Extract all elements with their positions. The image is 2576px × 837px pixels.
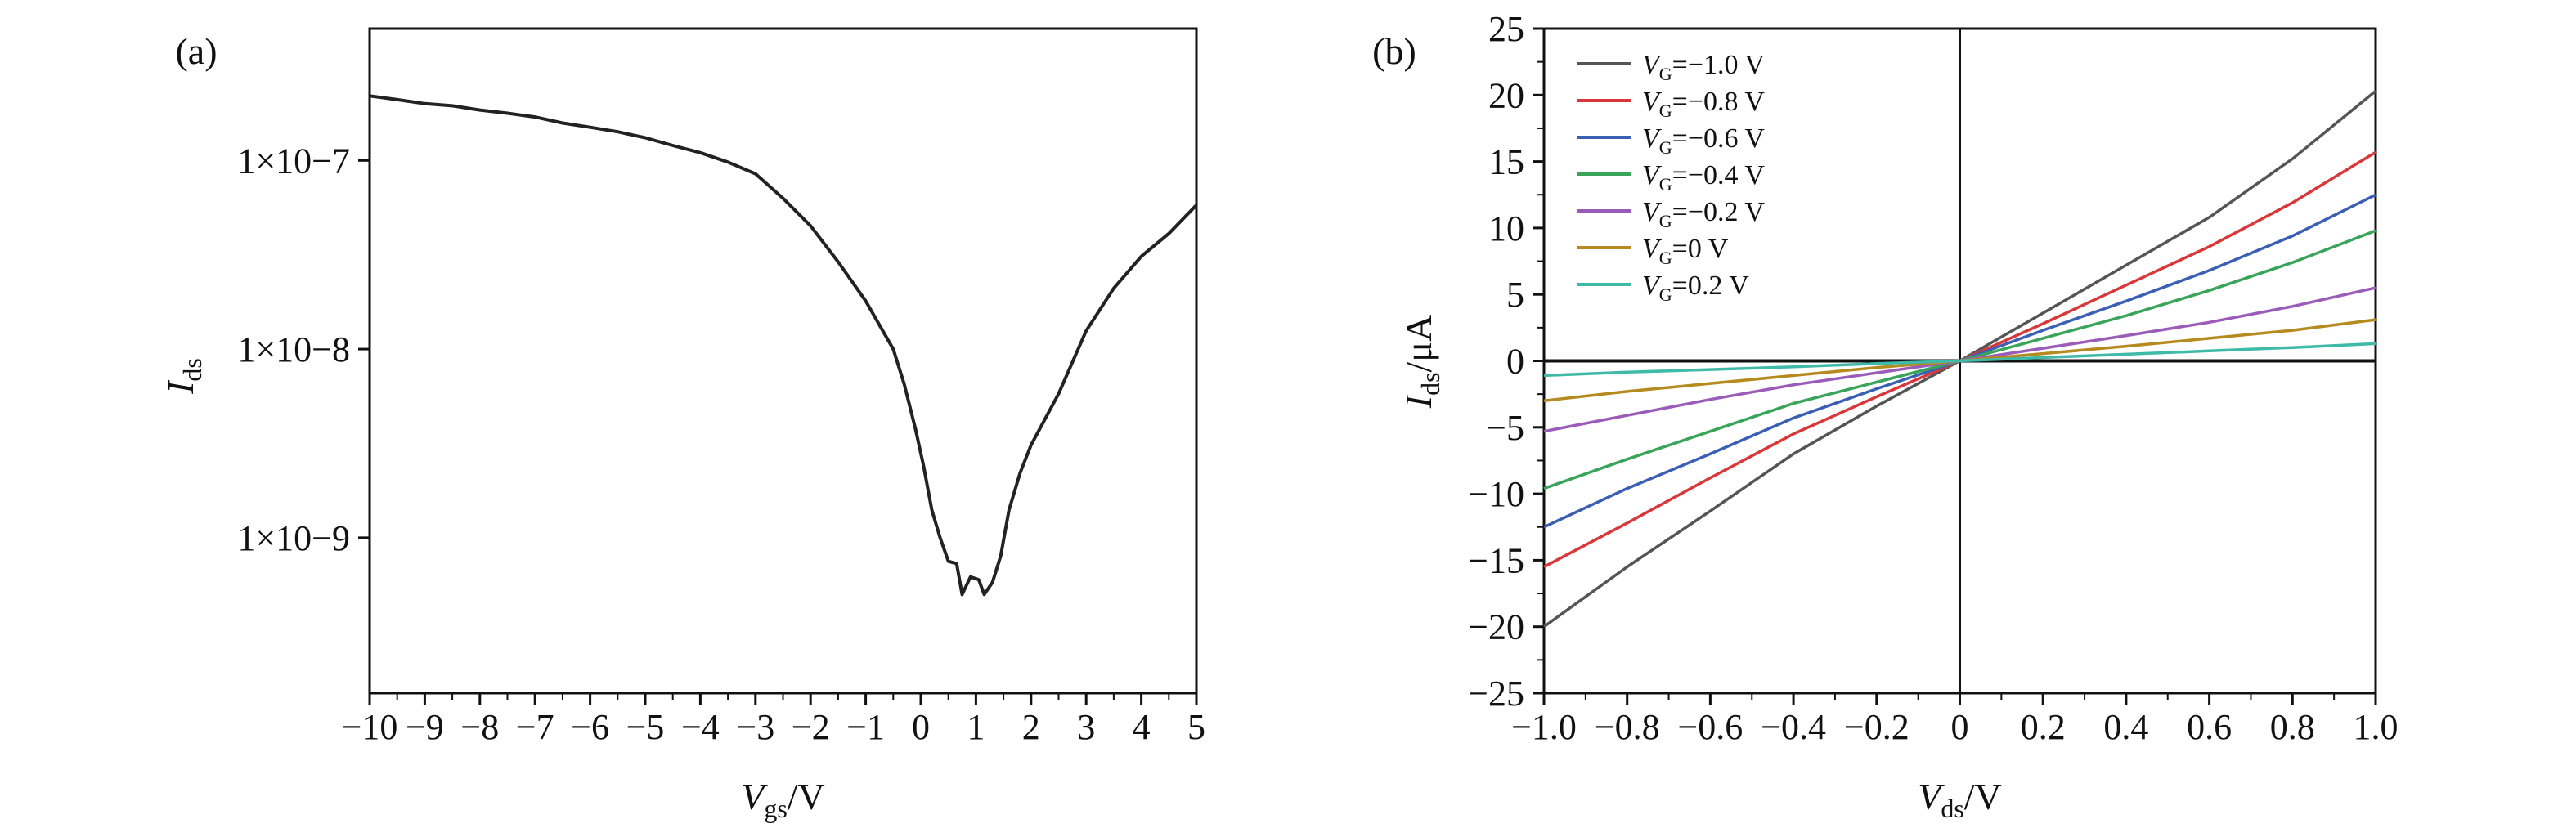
panel-b-y-tick-label: 5	[1506, 275, 1524, 315]
panel-a-x-tick-label: 3	[1077, 707, 1095, 747]
panel-b-legend-label: VG=−0.4 V	[1642, 160, 1765, 195]
panel-a-x-tick-label: −10	[342, 707, 398, 747]
panel-b-y-tick-label: −5	[1486, 408, 1524, 448]
panel-b-legend-tail: =−1.0 V	[1672, 50, 1766, 80]
panel-b-y-tick-label: 15	[1488, 142, 1524, 182]
panel-b-legend-sub: G	[1659, 248, 1672, 268]
panel-b-legend-sub: G	[1659, 64, 1672, 84]
panel-a-x-tick-label: 2	[1022, 707, 1040, 747]
panel-b-legend-label: VG=−1.0 V	[1642, 50, 1765, 84]
panel-b-legend-tail: =−0.2 V	[1672, 197, 1766, 227]
panel-b-x-tick-label: −0.6	[1677, 707, 1743, 747]
panel-b-y-tick-label: −15	[1468, 540, 1524, 580]
panel-b-legend-label: VG=0.2 V	[1642, 271, 1749, 305]
panel-a-x-tick-label: −7	[516, 707, 554, 747]
panel-b-legend-tail: =0 V	[1672, 234, 1729, 264]
panel-a-x-tick-label: −8	[460, 707, 499, 747]
panel-b-y-tick-label: 20	[1488, 75, 1524, 115]
panel-b-legend-tail: =0.2 V	[1672, 271, 1750, 301]
panel-a-x-tick-label: −9	[406, 707, 444, 747]
panel-a-x-tick-label: 4	[1133, 707, 1151, 747]
panel-b-x-tick-label: 0.4	[2103, 707, 2148, 747]
panel-b-legend-tail: =−0.4 V	[1672, 160, 1766, 190]
panel-a-x-tick-label: −3	[736, 707, 774, 747]
panel-b-y-tick-label: −10	[1468, 474, 1524, 514]
panel-b-y-axis-label-sub: ds	[1416, 372, 1445, 395]
panel-b-legend-label: VG=−0.2 V	[1642, 197, 1765, 231]
panel-a-x-tick-label: −6	[571, 707, 609, 747]
panel-a-x-axis-label: Vgs/V	[741, 776, 825, 823]
panel-b-legend-tail: =−0.8 V	[1672, 87, 1766, 117]
panel-b-legend-label: VG=−0.8 V	[1642, 87, 1765, 121]
panel-b-x-tick-label: −1.0	[1511, 707, 1577, 747]
panel-b-legend-sub: G	[1659, 137, 1672, 158]
panel-a-y-axis-label: Ids	[159, 358, 207, 395]
panel-a-x-tick-label: −5	[626, 707, 665, 747]
panel-a-y-tick-label: 1×10−9	[237, 518, 350, 558]
panel-b-x-axis-label: Vds/V	[1918, 776, 2002, 823]
panel-a-x-tick-label: 1	[967, 707, 985, 747]
panel-b-x-tick-label: 0.8	[2270, 707, 2315, 747]
panel-b-x-tick-label: 1.0	[2354, 707, 2399, 747]
panel-a-x-tick-label: 5	[1187, 707, 1205, 747]
panel-b-y-tick-label: 25	[1488, 9, 1524, 49]
panel-b-y-axis-label-tail: /μA	[1398, 315, 1439, 373]
panel-a-y-tick-label: 1×10−8	[237, 329, 350, 369]
panel-b-series-line	[1543, 342, 2376, 378]
panel-b-x-axis-label-tail: /V	[1964, 776, 2002, 817]
panel-b-x-tick-label: −0.2	[1844, 707, 1910, 747]
panel-b-label: (b)	[1372, 30, 1416, 72]
panel-b-y-tick-label: 0	[1506, 342, 1524, 382]
panel-b-x-tick-label: 0	[1951, 707, 1969, 747]
panel-a-series-line	[369, 94, 1198, 597]
panel-b-x-axis-label-main: V	[1918, 776, 1945, 817]
panel-a-label: (a)	[175, 30, 217, 72]
panel-a-y-axis-label-main: I	[159, 379, 201, 395]
panel-a-y-tick-label: 1×10−7	[237, 141, 350, 181]
panel-a-x-axis-label-tail: /V	[788, 776, 825, 817]
panel-b-legend-sub: G	[1659, 101, 1672, 121]
panel-a-x-axis-label-main: V	[741, 776, 768, 817]
panel-a-x-tick-label: −2	[792, 707, 830, 747]
panel-a-x-tick-label: 0	[912, 707, 930, 747]
panel-b-legend-sub: G	[1659, 211, 1672, 231]
panel-b-x-tick-label: 0.2	[2021, 707, 2066, 747]
panel-b-y-axis-label: Ids/μA	[1398, 315, 1445, 409]
panel-a-x-axis-label-sub: gs	[764, 794, 787, 823]
panel-b-legend-label: VG=0 V	[1642, 234, 1729, 268]
panel-b-y-tick-label: −25	[1468, 674, 1524, 714]
panel-b-y-tick-label: −20	[1468, 607, 1524, 647]
panel-b-legend-tail: =−0.6 V	[1672, 123, 1766, 154]
panel-b-y-tick-label: 10	[1488, 208, 1524, 248]
panel-b-x-tick-label: −0.4	[1761, 707, 1826, 747]
panel-b-x-tick-label: −0.8	[1595, 707, 1660, 747]
panel-b-legend-sub: G	[1659, 174, 1672, 195]
panel-a-y-axis-label-sub: ds	[177, 358, 207, 381]
panel-b-legend-label: VG=−0.6 V	[1642, 123, 1765, 158]
panel-a-x-tick-label: −4	[681, 707, 720, 747]
panel-b-legend-sub: G	[1659, 284, 1672, 305]
panel-b-x-tick-label: 0.6	[2187, 707, 2232, 747]
panel-b-x-axis-label-sub: ds	[1941, 794, 1963, 823]
panel-a-x-tick-label: −1	[846, 707, 885, 747]
panel-b-y-axis-label-main: I	[1398, 393, 1439, 409]
